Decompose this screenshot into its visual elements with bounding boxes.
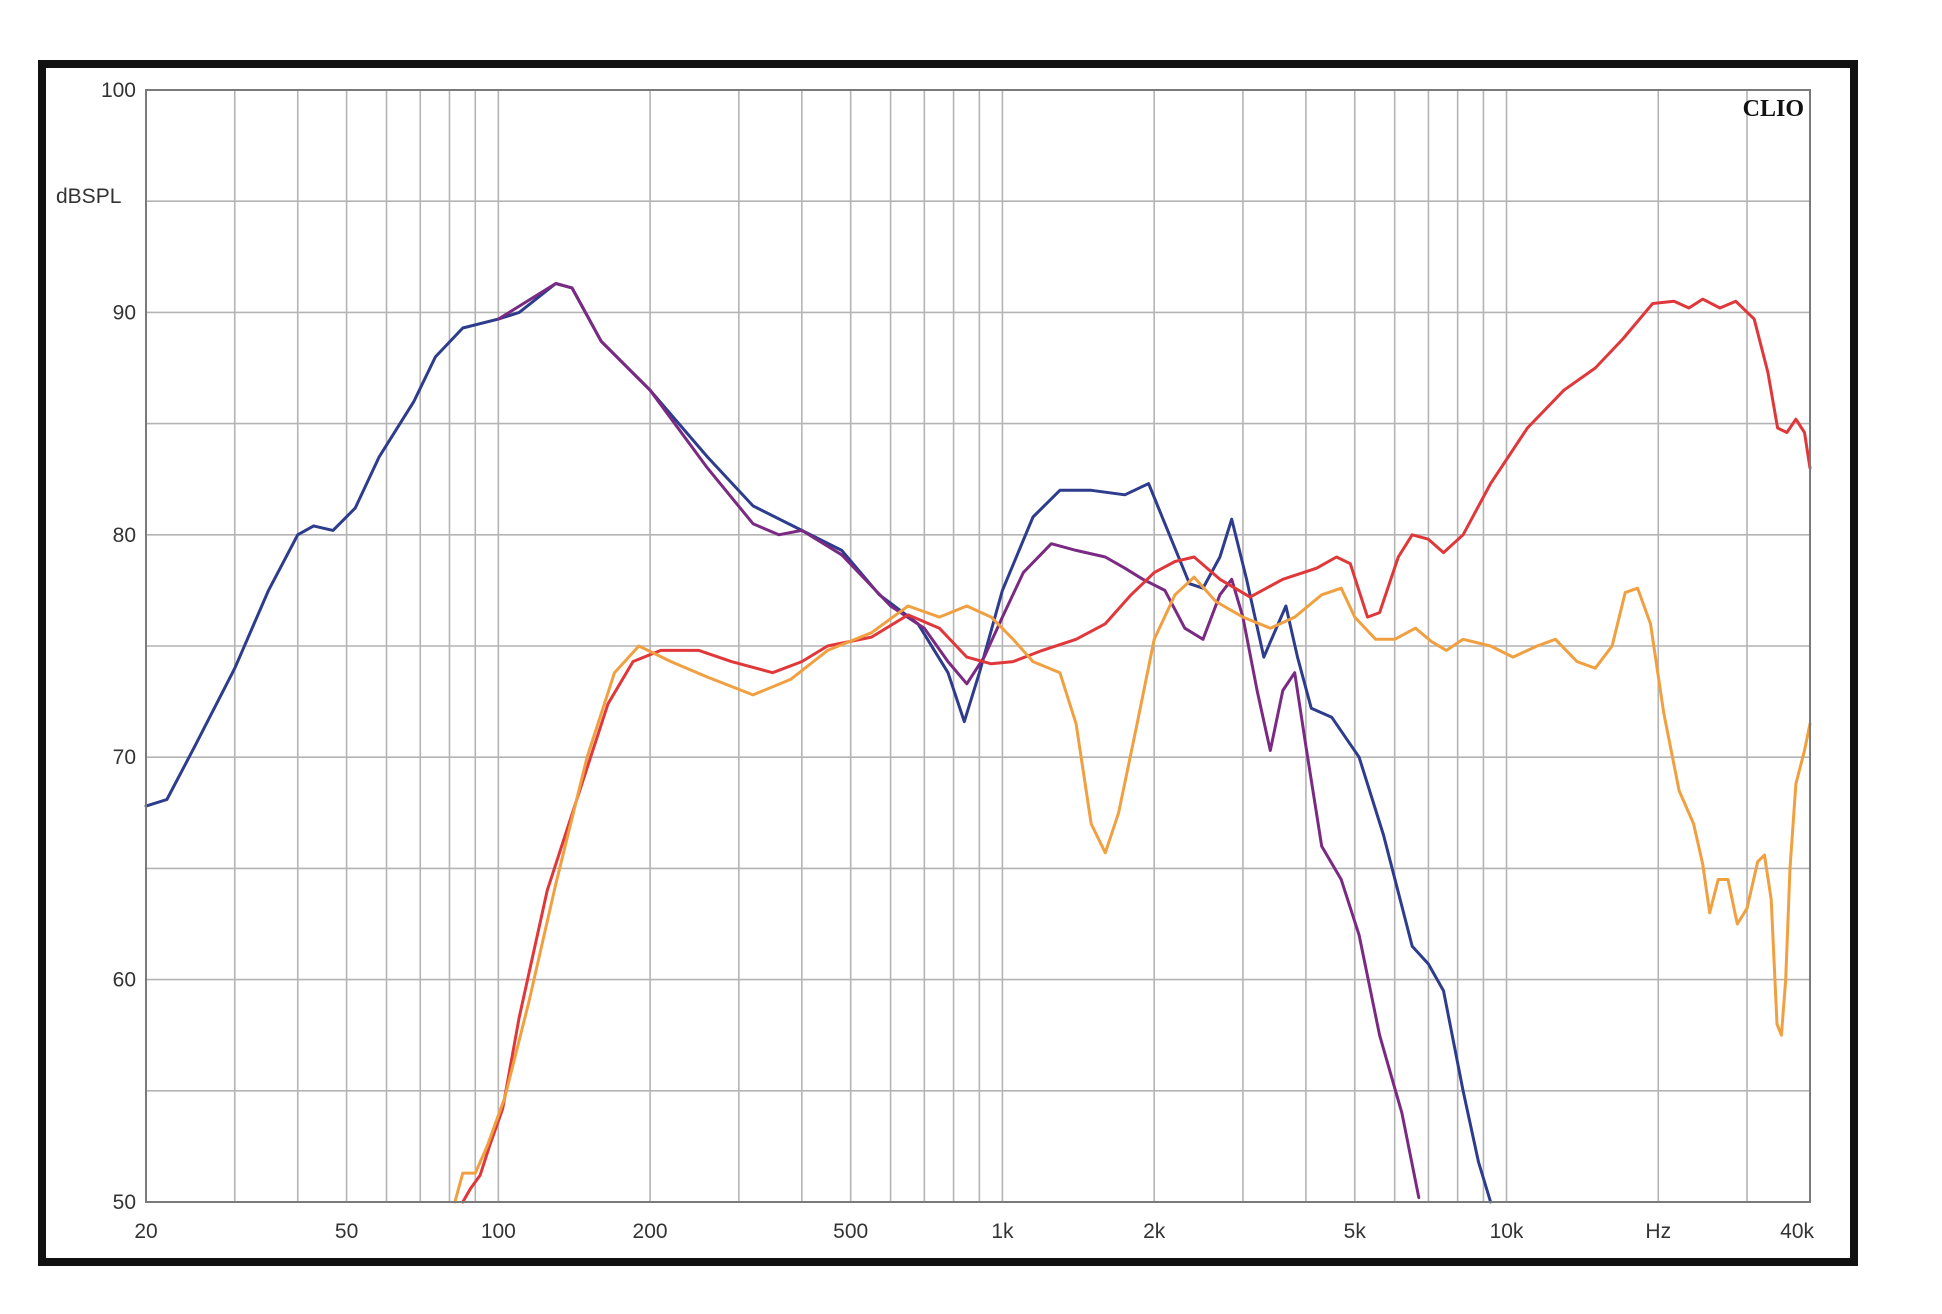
- x-tick-label: 10k: [1490, 1220, 1524, 1243]
- x-tick-labels: 20 50 100 200 500 1k 2k 5k 10k Hz 40k: [134, 1220, 1814, 1243]
- x-tick-label: 100: [481, 1220, 516, 1243]
- series-line-4: [453, 575, 1812, 1204]
- plot-border: [145, 89, 1811, 1203]
- x-tick-label: Hz: [1645, 1220, 1671, 1243]
- x-tick-label: 200: [633, 1220, 668, 1243]
- x-tick-label: 40k: [1780, 1220, 1814, 1243]
- x-tick-label: 5k: [1344, 1220, 1367, 1243]
- y-tick-label: 50: [113, 1191, 136, 1214]
- y-tick-label: 60: [113, 969, 136, 992]
- y-tick-labels: 100 90 80 70 60 50: [101, 79, 136, 1214]
- y-tick-label: 70: [113, 746, 136, 769]
- x-tick-label: 500: [833, 1220, 868, 1243]
- series-line-3: [461, 297, 1812, 1204]
- x-tick-label: 2k: [1143, 1220, 1166, 1243]
- frequency-response-chart: 20 50 100 200 500 1k 2k 5k 10k Hz 40k 100 90 80 70 60 5…: [56, 79, 1814, 1243]
- series-group: [144, 282, 1812, 1204]
- x-tick-label: 50: [335, 1220, 358, 1243]
- y-axis-label: dBSPL: [56, 185, 121, 208]
- clio-brand-label: CLIO: [1743, 96, 1804, 122]
- x-tick-label: 20: [134, 1220, 157, 1243]
- y-tick-label: 90: [113, 301, 136, 324]
- series-line-1: [144, 282, 1493, 1204]
- x-tick-label: 1k: [991, 1220, 1014, 1243]
- y-tick-label: 100: [101, 79, 136, 102]
- y-tick-label: 80: [113, 524, 136, 547]
- series-line-2: [496, 282, 1421, 1200]
- chart-frame: 20 50 100 200 500 1k 2k 5k 10k Hz 40k 100 90 80 70 60 5…: [38, 60, 1858, 1266]
